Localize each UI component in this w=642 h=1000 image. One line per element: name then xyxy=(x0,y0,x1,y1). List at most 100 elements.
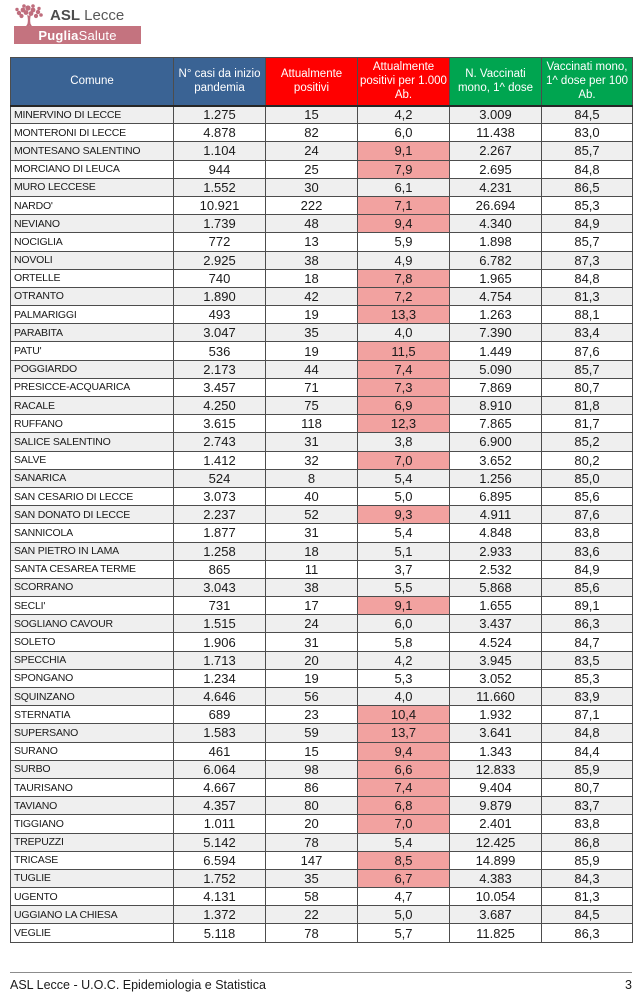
table-row: MONTESANO SALENTINO 1.104 24 9,1 2.267 85,7 xyxy=(10,141,633,161)
cell-positivi-per-1000: 5,1 xyxy=(357,541,450,561)
cell-vaccinati-per-100: 85,6 xyxy=(541,577,633,598)
cell-attualmente-positivi: 56 xyxy=(265,686,358,707)
cell-comune: SAN DONATO DI LECCE xyxy=(10,505,174,525)
cell-casi-totali: 1.275 xyxy=(173,104,266,125)
asl-bold-text: ASL xyxy=(50,7,80,24)
cell-positivi-per-1000: 13,7 xyxy=(357,723,450,743)
cell-attualmente-positivi: 18 xyxy=(265,268,358,288)
cell-vaccinati-per-100: 85,7 xyxy=(541,232,633,252)
table-row: NEVIANO 1.739 48 9,4 4.340 84,9 xyxy=(10,214,633,234)
cell-vaccinati-mono: 6.895 xyxy=(449,486,542,507)
cell-casi-totali: 1.372 xyxy=(173,905,266,925)
cell-positivi-per-1000: 5,0 xyxy=(357,486,450,507)
cell-positivi-per-1000: 7,3 xyxy=(357,377,450,398)
cell-positivi-per-1000: 9,3 xyxy=(357,505,450,525)
cell-attualmente-positivi: 40 xyxy=(265,486,358,507)
cell-attualmente-positivi: 31 xyxy=(265,432,358,452)
table-row: MINERVINO DI LECCE 1.275 15 4,2 3.009 84,5 xyxy=(10,104,633,125)
cell-positivi-per-1000: 4,0 xyxy=(357,686,450,707)
cell-vaccinati-per-100: 83,4 xyxy=(541,323,633,343)
cell-vaccinati-mono: 1.263 xyxy=(449,305,542,325)
cell-vaccinati-mono: 8.910 xyxy=(449,395,542,416)
cell-comune: MORCIANO DI LEUCA xyxy=(10,159,174,179)
cell-casi-totali: 2.173 xyxy=(173,359,266,379)
footer-text: ASL Lecce - U.O.C. Epidemiologia e Stati… xyxy=(10,978,266,992)
cell-positivi-per-1000: 7,2 xyxy=(357,286,450,307)
cell-vaccinati-mono: 6.900 xyxy=(449,432,542,452)
cell-positivi-per-1000: 5,9 xyxy=(357,232,450,252)
cell-comune: SURANO xyxy=(10,741,174,761)
cell-comune: MINERVINO DI LECCE xyxy=(10,104,174,125)
cell-vaccinati-mono: 1.655 xyxy=(449,596,542,616)
cell-positivi-per-1000: 7,8 xyxy=(357,268,450,288)
cell-comune: RACALE xyxy=(10,395,174,416)
cell-casi-totali: 5.142 xyxy=(173,832,266,852)
table-row: TAVIANO 4.357 80 6,8 9.879 83,7 xyxy=(10,796,633,816)
cell-positivi-per-1000: 5,4 xyxy=(357,832,450,852)
banner-bold-text: Puglia xyxy=(38,27,79,43)
table-row: TAURISANO 4.667 86 7,4 9.404 80,7 xyxy=(10,777,633,798)
cell-positivi-per-1000: 7,4 xyxy=(357,777,450,798)
cell-casi-totali: 1.515 xyxy=(173,614,266,634)
cell-attualmente-positivi: 52 xyxy=(265,505,358,525)
table-row: TUGLIE 1.752 35 6,7 4.383 84,3 xyxy=(10,868,633,889)
cell-comune: PALMARIGGI xyxy=(10,305,174,325)
cell-comune: RUFFANO xyxy=(10,414,174,434)
table-row: SANTA CESAREA TERME 865 11 3,7 2.532 84,9 xyxy=(10,559,633,579)
cell-vaccinati-mono: 9.879 xyxy=(449,796,542,816)
cell-casi-totali: 4.667 xyxy=(173,777,266,798)
table-row: SURBO 6.064 98 6,6 12.833 85,9 xyxy=(10,759,633,779)
cell-vaccinati-per-100: 84,7 xyxy=(541,632,633,652)
cell-casi-totali: 1.412 xyxy=(173,450,266,470)
cell-casi-totali: 3.047 xyxy=(173,323,266,343)
cell-casi-totali: 731 xyxy=(173,596,266,616)
cell-casi-totali: 2.925 xyxy=(173,250,266,270)
cell-vaccinati-mono: 2.267 xyxy=(449,141,542,161)
cell-vaccinati-per-100: 85,9 xyxy=(541,759,633,779)
cell-vaccinati-mono: 4.911 xyxy=(449,505,542,525)
table-row: SQUINZANO 4.646 56 4,0 11.660 83,9 xyxy=(10,686,633,707)
cell-attualmente-positivi: 11 xyxy=(265,559,358,579)
cell-vaccinati-per-100: 83,8 xyxy=(541,523,633,543)
cell-positivi-per-1000: 6,0 xyxy=(357,123,450,143)
cell-vaccinati-mono: 5.868 xyxy=(449,577,542,598)
cell-positivi-per-1000: 4,2 xyxy=(357,650,450,670)
cell-positivi-per-1000: 6,0 xyxy=(357,614,450,634)
cell-casi-totali: 5.118 xyxy=(173,923,266,943)
table-body: MINERVINO DI LECCE 1.275 15 4,2 3.009 84,5 MON… xyxy=(10,104,633,943)
cell-vaccinati-per-100: 83,0 xyxy=(541,123,633,143)
cell-comune: VEGLIE xyxy=(10,923,174,943)
cell-vaccinati-per-100: 86,5 xyxy=(541,177,633,197)
cell-vaccinati-mono: 4.340 xyxy=(449,214,542,234)
cell-attualmente-positivi: 23 xyxy=(265,705,358,725)
cell-attualmente-positivi: 32 xyxy=(265,450,358,470)
table-row: POGGIARDO 2.173 44 7,4 5.090 85,7 xyxy=(10,359,633,379)
cell-positivi-per-1000: 6,6 xyxy=(357,759,450,779)
cell-comune: TUGLIE xyxy=(10,868,174,889)
cell-casi-totali: 865 xyxy=(173,559,266,579)
cell-casi-totali: 1.583 xyxy=(173,723,266,743)
table-row: UGENTO 4.131 58 4,7 10.054 81,3 xyxy=(10,887,633,907)
cell-positivi-per-1000: 9,4 xyxy=(357,214,450,234)
cell-vaccinati-mono: 3.641 xyxy=(449,723,542,743)
cell-casi-totali: 944 xyxy=(173,159,266,179)
asl-rest-text: Lecce xyxy=(80,7,125,24)
cell-casi-totali: 6.594 xyxy=(173,850,266,870)
cell-positivi-per-1000: 8,5 xyxy=(357,850,450,870)
cell-casi-totali: 1.011 xyxy=(173,814,266,834)
cell-comune: PATU' xyxy=(10,341,174,361)
cell-comune: SURBO xyxy=(10,759,174,779)
cell-casi-totali: 4.878 xyxy=(173,123,266,143)
table-header: Comune N° casi da inizio pandemia Attualme… xyxy=(10,57,633,107)
cell-vaccinati-per-100: 86,3 xyxy=(541,923,633,943)
cell-vaccinati-per-100: 84,9 xyxy=(541,559,633,579)
table-row: MURO LECCESE 1.552 30 6,1 4.231 86,5 xyxy=(10,177,633,197)
cell-vaccinati-mono: 2.532 xyxy=(449,559,542,579)
cell-vaccinati-per-100: 85,0 xyxy=(541,468,633,488)
cell-positivi-per-1000: 7,4 xyxy=(357,359,450,379)
table-row: PALMARIGGI 493 19 13,3 1.263 88,1 xyxy=(10,305,633,325)
table-row: SALICE SALENTINO 2.743 31 3,8 6.900 85,2 xyxy=(10,432,633,452)
banner-rest-text: Salute xyxy=(78,27,117,43)
cell-positivi-per-1000: 4,9 xyxy=(357,250,450,270)
cell-positivi-per-1000: 7,0 xyxy=(357,450,450,470)
